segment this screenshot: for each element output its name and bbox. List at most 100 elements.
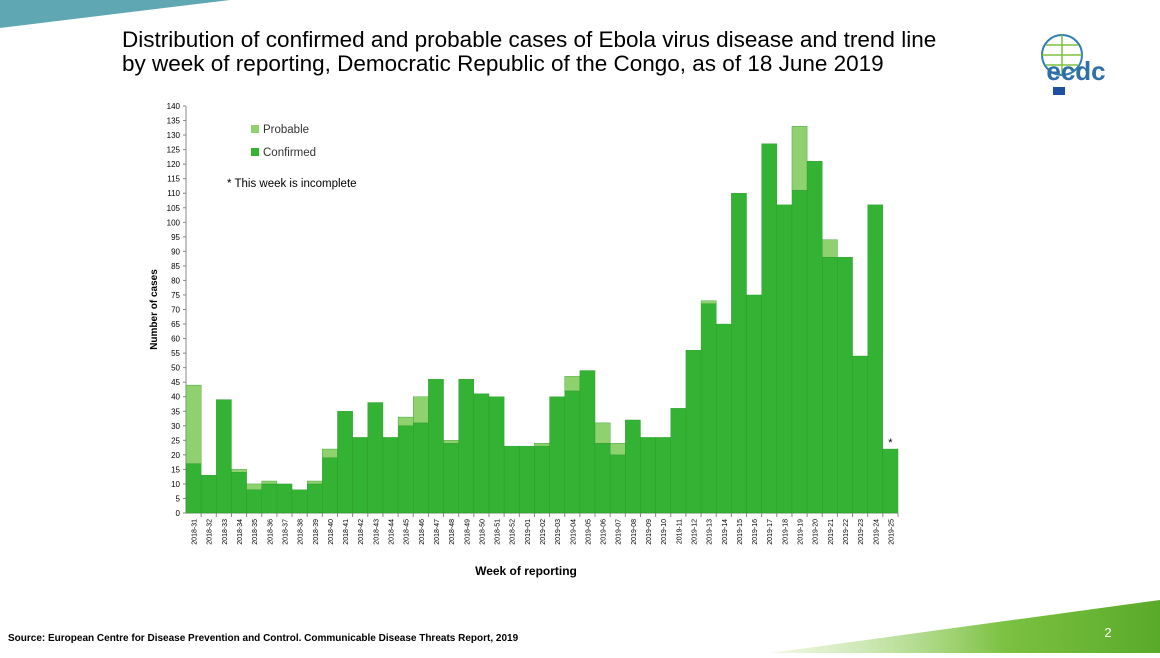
bar-segment bbox=[261, 480, 278, 485]
y-tick-label: 90 bbox=[171, 247, 180, 256]
x-tick-label: 2019-13 bbox=[707, 519, 714, 545]
x-tick-label: 2019-10 bbox=[661, 519, 668, 545]
legend-swatch bbox=[251, 148, 259, 156]
bar-segment bbox=[428, 379, 444, 514]
x-tick-label: 2019-16 bbox=[752, 519, 759, 545]
x-tick-label: 2018-40 bbox=[328, 519, 335, 545]
y-tick-label: 65 bbox=[171, 320, 180, 329]
bar-segment bbox=[534, 445, 550, 514]
title-line: Distribution of confirmed and probable c… bbox=[122, 27, 936, 52]
bar-segment bbox=[594, 443, 611, 514]
bar-segment bbox=[322, 448, 338, 458]
bar-segment bbox=[640, 437, 656, 514]
y-tick-label: 80 bbox=[171, 276, 180, 285]
title-line: by week of reporting, Democratic Republi… bbox=[122, 51, 884, 76]
logo-grid bbox=[1042, 35, 1082, 75]
y-tick-label: 35 bbox=[171, 407, 180, 416]
bar-segment bbox=[367, 402, 384, 514]
y-tick-label: 15 bbox=[171, 465, 180, 474]
y-tick-label: 85 bbox=[171, 262, 180, 271]
bar-segment bbox=[594, 422, 611, 444]
x-tick-label: 2019-06 bbox=[601, 519, 608, 545]
bar-segment bbox=[231, 469, 247, 473]
bar-segment bbox=[413, 422, 429, 514]
x-tick-label: 2019-15 bbox=[737, 519, 744, 545]
bar-segment bbox=[655, 437, 671, 514]
y-tick-label: 135 bbox=[167, 117, 181, 126]
x-tick-label: 2019-24 bbox=[873, 519, 880, 545]
y-tick-label: 130 bbox=[167, 131, 181, 140]
x-tick-label: 2018-36 bbox=[267, 519, 274, 545]
logo: ecdc bbox=[1041, 34, 1106, 95]
x-tick-label: 2018-41 bbox=[343, 519, 350, 545]
bar-segment bbox=[503, 445, 520, 514]
x-tick-label: 2019-14 bbox=[722, 519, 729, 545]
y-tick-label: 70 bbox=[171, 306, 180, 315]
bar-segment bbox=[231, 472, 247, 514]
bar-segment bbox=[700, 300, 717, 304]
y-tick-label: 75 bbox=[171, 291, 180, 300]
bar-segment bbox=[291, 489, 308, 514]
x-tick-label: 2018-50 bbox=[479, 519, 486, 545]
x-tick-label: 2018-37 bbox=[282, 519, 289, 545]
x-tick-label: 2019-01 bbox=[525, 519, 532, 545]
y-tick-label: 55 bbox=[171, 349, 180, 358]
x-tick-label: 2019-11 bbox=[676, 519, 683, 544]
x-tick-label: 2019-25 bbox=[888, 519, 895, 545]
x-tick-label: 2019-23 bbox=[858, 519, 865, 545]
y-tick-label: 50 bbox=[171, 364, 180, 373]
x-tick-label: 2018-34 bbox=[237, 519, 244, 545]
y-tick-label: 60 bbox=[171, 335, 180, 344]
slide-number: 2 bbox=[1104, 625, 1111, 640]
x-tick-label: 2018-52 bbox=[510, 519, 517, 545]
x-tick-label: 2019-04 bbox=[570, 519, 577, 545]
x-tick-label: 2019-03 bbox=[555, 519, 562, 545]
y-tick-label: 40 bbox=[171, 393, 180, 402]
eu-flag bbox=[1053, 87, 1065, 95]
y-tick-label: 45 bbox=[171, 378, 180, 387]
bar-segment bbox=[822, 256, 838, 514]
y-tick-label: 105 bbox=[167, 204, 181, 213]
bar-segment bbox=[382, 437, 399, 514]
x-tick-label: 2019-20 bbox=[813, 519, 820, 545]
plot: 0 5 10 15 20 25 30 35 40 45 50 55 60 65 70 75 80 85 90 95 10… bbox=[149, 102, 899, 578]
x-tick-label: 2019-21 bbox=[828, 519, 835, 545]
bar-segment bbox=[761, 143, 778, 514]
bar-segment bbox=[216, 399, 232, 514]
bar-segment bbox=[443, 440, 459, 444]
bar-segment bbox=[276, 483, 293, 514]
x-tick-label: 2019-08 bbox=[631, 519, 638, 545]
y-tick-label: 95 bbox=[171, 233, 180, 242]
bar-segment bbox=[791, 190, 808, 514]
x-tick-label: 2018-42 bbox=[358, 519, 365, 545]
x-tick-label: 2018-44 bbox=[389, 519, 396, 545]
x-tick-label: 2018-33 bbox=[222, 519, 229, 545]
x-tick-label: 2019-02 bbox=[540, 519, 547, 545]
bar-segment bbox=[609, 454, 626, 514]
x-tick-label: 2018-49 bbox=[464, 519, 471, 545]
x-tick-label: 2018-46 bbox=[419, 519, 426, 545]
legend-swatch bbox=[251, 125, 259, 133]
y-tick-label: 20 bbox=[171, 451, 180, 460]
corner-decoration bbox=[0, 0, 230, 28]
bar-segment bbox=[397, 425, 414, 514]
y-tick-label: 100 bbox=[167, 218, 181, 227]
logo-text: ecdc bbox=[1046, 56, 1105, 86]
bar-segment bbox=[791, 126, 808, 191]
y-tick-label: 120 bbox=[167, 160, 181, 169]
source: Source: European Centre for Disease Prev… bbox=[8, 633, 519, 644]
bar-segment bbox=[837, 256, 853, 514]
bar-segment bbox=[564, 376, 581, 392]
x-axis-title: Week of reporting bbox=[475, 564, 577, 578]
x-tick-label: 2018-51 bbox=[495, 519, 502, 545]
bar-segment bbox=[776, 204, 793, 514]
x-tick-label: 2019-22 bbox=[843, 519, 850, 545]
x-tick-label: 2019-05 bbox=[585, 519, 592, 545]
bar-segment bbox=[246, 483, 262, 490]
bar-segment bbox=[609, 443, 626, 456]
x-tick-label: 2018-39 bbox=[313, 519, 320, 545]
bar-segment bbox=[882, 448, 899, 514]
bar-segment bbox=[337, 411, 353, 514]
bar-segment bbox=[458, 379, 475, 514]
